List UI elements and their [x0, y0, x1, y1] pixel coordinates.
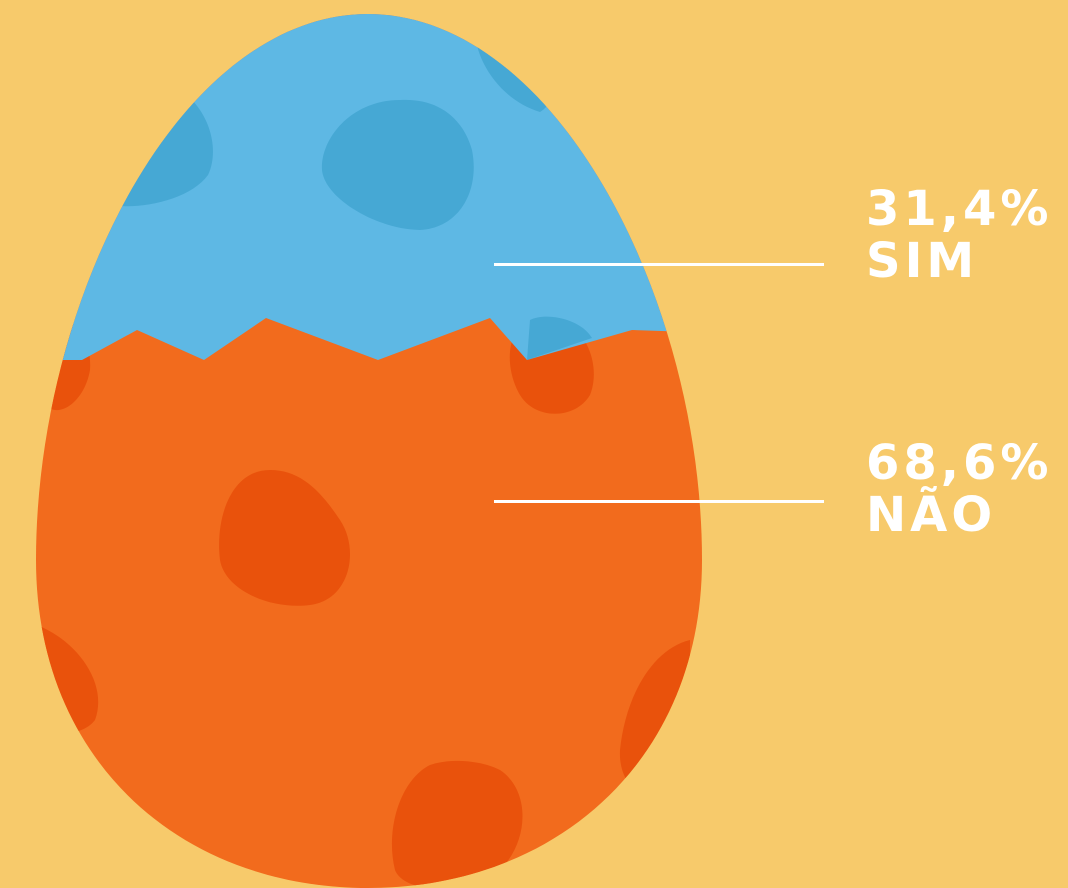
boundary-spot: [527, 316, 592, 360]
percent-label-sim: 31,4%: [866, 181, 1053, 237]
data-label-nao: 68,6% NÃO: [866, 437, 1053, 541]
leader-line-nao: [494, 500, 824, 503]
percent-label-nao: 68,6%: [866, 435, 1053, 491]
data-label-sim: 31,4% SIM: [866, 183, 1053, 287]
leader-line-sim: [494, 263, 824, 266]
segment-sim: [36, 14, 702, 360]
category-label-sim: SIM: [866, 233, 979, 289]
category-label-nao: NÃO: [866, 487, 997, 543]
